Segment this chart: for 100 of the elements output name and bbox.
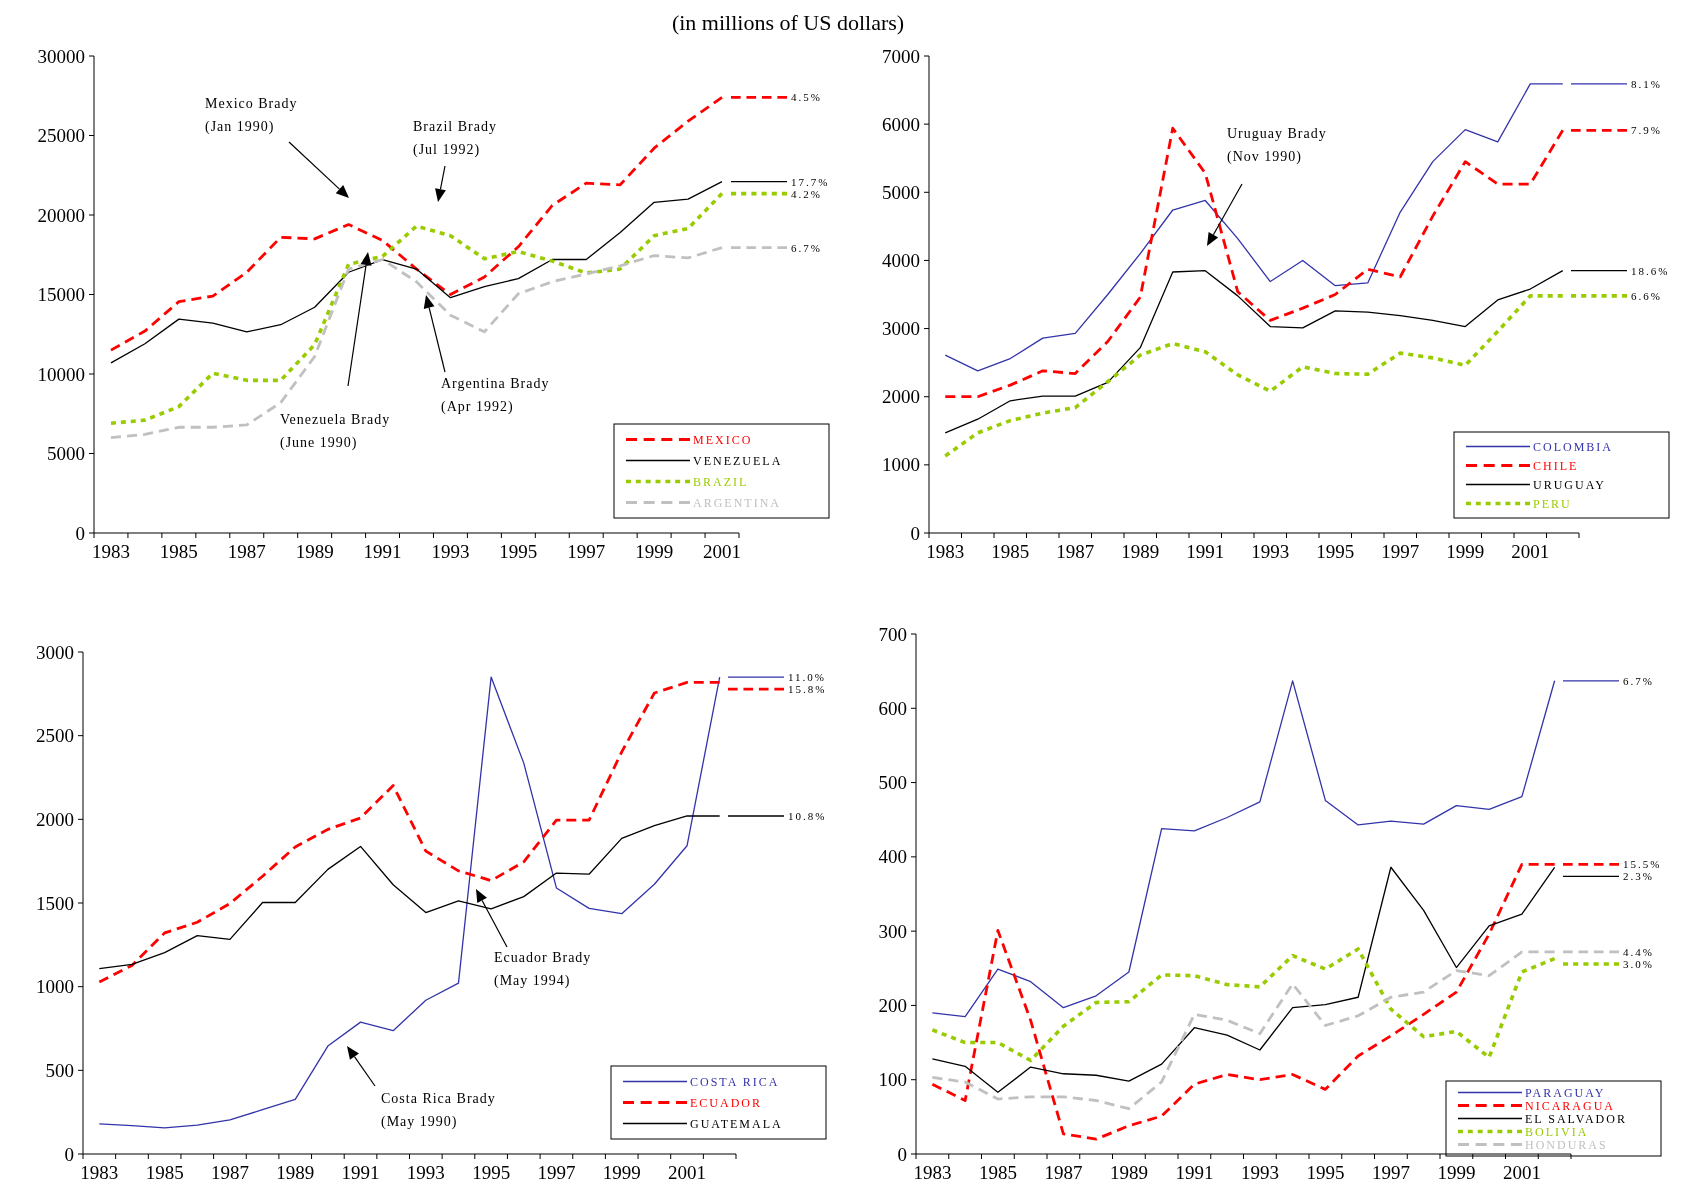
line-series [931,680,1556,1018]
x-tick-label: 1985 [145,1162,184,1183]
text: GUATEMALA [690,1116,783,1131]
text: ARGENTINA [693,495,781,510]
y-tick-label: 25000 [37,125,85,146]
x-tick-label: 1983 [91,541,130,562]
x-tick-label: 1991 [363,541,402,562]
x-tick-label: 1983 [913,1162,952,1183]
y-tick-label: 10000 [37,363,85,385]
text: 4.4% [1623,945,1654,958]
annotation: Mexico Brady (Jan 1990) [205,96,298,135]
x-tick-label: 1995 [1306,1162,1345,1183]
x-tick-label: 1983 [926,541,965,562]
x-tick-label: 1993 [1251,541,1290,562]
text: URUGUAY [1533,477,1606,492]
x-tick-label: 1985 [991,541,1030,562]
text: BOLIVIA [1525,1124,1589,1139]
y-tick-label: 5000 [882,181,920,203]
text: 6.6% [1631,289,1662,302]
x-tick-label: 1991 [1186,541,1225,562]
y-tick-label: 300 [878,920,907,942]
text: BRAZIL [693,474,749,489]
text: 4.5% [791,91,822,104]
annotation: Argentina Brady (Apr 1992) [441,376,550,415]
x-tick-label: 2001 [1511,541,1550,562]
y-tick-label: 2500 [36,725,74,747]
y-tick-label: 0 [910,522,920,544]
x-tick-label: 1997 [1381,541,1420,562]
text: NICARAGUA [1525,1098,1615,1113]
x-tick-label: 1997 [537,1162,576,1183]
text: 15.5% [1623,858,1662,871]
line-series [943,126,1565,399]
y-tick-label: 3000 [882,318,920,340]
text: COSTA RICA [690,1074,780,1089]
x-tick-label: 1987 [210,1162,249,1183]
text: PERU [1533,496,1572,511]
text: MEXICO [693,432,753,447]
y-tick-label: 500 [45,1059,74,1081]
x-tick-label: 1985 [978,1162,1017,1183]
y-tick-label: 7000 [882,45,920,67]
text: 2.3% [1623,870,1654,883]
y-tick-label: 1500 [36,892,74,914]
text: 17.7% [791,175,830,188]
y-tick-label: 2000 [36,808,74,830]
x-tick-label: 1999 [635,541,674,562]
annotation: Costa Rica Brady (May 1990) [381,1091,496,1130]
line-series [109,95,724,352]
y-tick-label: 400 [878,846,907,868]
x-tick-label: 2001 [668,1162,707,1183]
y-tick-label: 0 [64,1143,74,1165]
annotation: Venezuela Brady (June 1990) [280,412,391,451]
text: 4.2% [791,187,822,200]
y-tick-label: 4000 [882,249,920,271]
y-tick-label: 1000 [882,454,920,476]
y-tick-label: 500 [878,772,907,794]
x-tick-label: 1989 [1109,1162,1148,1183]
annotation: Uruguay Brady (Nov 1990) [1227,126,1327,165]
annotation: Ecuador Brady (May 1994) [494,950,592,989]
y-tick-label: 1000 [36,976,74,998]
y-tick-label: 5000 [47,443,85,464]
x-tick-label: 1999 [1446,541,1485,562]
annotation: Brazil Brady (Jul 1992) [413,119,497,158]
text: 15.8% [788,683,827,696]
text: 8.1% [1631,77,1662,90]
x-tick-label: 1991 [1175,1162,1214,1183]
text: ECUADOR [690,1095,763,1110]
text: 3.0% [1623,957,1654,970]
y-tick-label: 100 [878,1069,907,1091]
y-tick-label: 600 [878,697,907,719]
x-tick-label: 1989 [276,1162,315,1183]
line-series [930,947,1557,1063]
text: CHILE [1533,458,1579,473]
y-tick-label: 6000 [882,113,920,135]
text: 18.6% [1631,264,1670,277]
x-tick-label: 1999 [602,1162,641,1183]
x-tick-label: 1987 [1056,541,1095,562]
line-series [944,83,1564,372]
text: VENEZUELA [693,453,783,468]
x-tick-label: 1989 [295,541,334,562]
text: 6.7% [1623,674,1654,687]
x-tick-label: 1997 [567,541,606,562]
x-tick-label: 1995 [1316,541,1355,562]
y-tick-label: 700 [878,623,907,645]
x-tick-label: 1997 [1371,1162,1410,1183]
y-tick-label: 20000 [37,204,85,226]
x-tick-label: 1987 [1044,1162,1083,1183]
x-tick-label: 1983 [80,1162,119,1183]
x-tick-label: 1995 [472,1162,511,1183]
x-tick-label: 2001 [703,541,742,562]
x-tick-label: 1995 [499,541,538,562]
text: (in millions of US dollars) [671,10,905,35]
x-tick-label: 1991 [341,1162,380,1183]
y-tick-label: 2000 [882,386,920,408]
text: HONDURAS [1525,1137,1608,1152]
text: 10.8% [788,809,827,822]
text: 6.7% [791,241,822,254]
text: PARAGUAY [1525,1085,1606,1100]
x-tick-label: 2001 [1502,1162,1541,1183]
x-tick-label: 1999 [1437,1162,1476,1183]
text: 11.0% [788,671,827,684]
